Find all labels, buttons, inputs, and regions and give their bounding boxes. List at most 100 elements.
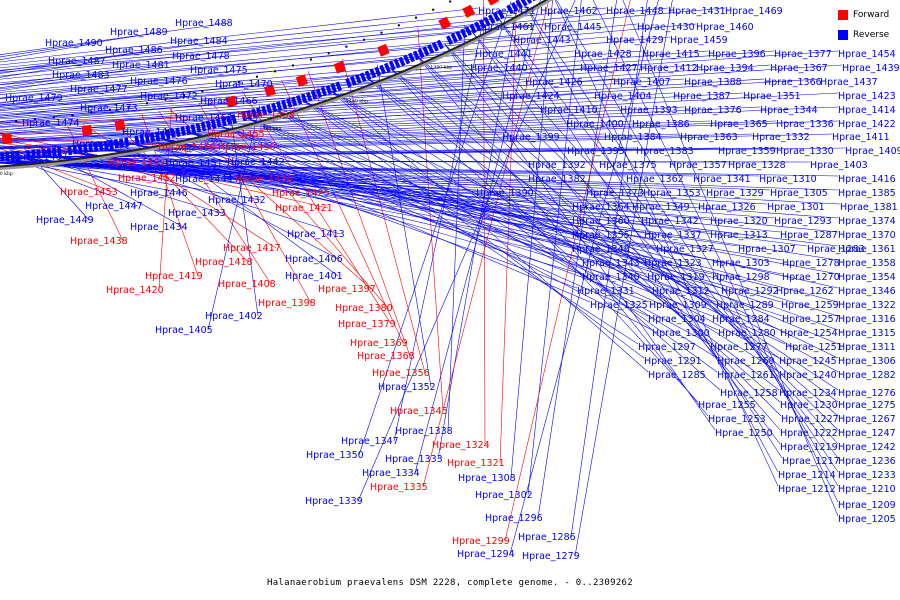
gene-label: Hprae_1449	[36, 215, 94, 226]
gene-label: Hprae_1477	[70, 84, 128, 95]
tick-dot	[380, 31, 383, 34]
reverse-gene-block	[474, 21, 482, 32]
gene-label: Hprae_1258	[720, 388, 778, 399]
reverse-gene-block	[296, 95, 303, 105]
label-connector	[0, 22, 229, 55]
label-connector	[0, 92, 744, 135]
label-connector	[0, 120, 839, 150]
gene-label: Hprae_1440	[470, 63, 528, 74]
gene-label: Hprae_1465	[72, 139, 130, 150]
label-connector	[0, 64, 471, 110]
gene-label: Hprae_1303	[712, 258, 770, 269]
reverse-gene-block	[450, 33, 458, 43]
tick-dot	[237, 80, 240, 83]
gene-label: Hprae_1234	[779, 388, 837, 399]
legend: Forward Reverse	[838, 8, 889, 48]
gene-label: Hprae_1354	[838, 272, 896, 283]
gene-label: Hprae_1487	[48, 56, 106, 67]
reverse-gene-block	[205, 120, 212, 131]
forward-gene-block	[225, 95, 238, 108]
reverse-gene-block	[417, 48, 425, 59]
gene-label: Hprae_1483	[52, 70, 110, 81]
gene-label: Hprae_1424	[502, 91, 560, 102]
reverse-gene-block	[305, 91, 313, 102]
reverse-gene-block	[455, 30, 463, 41]
label-connector	[0, 133, 605, 153]
label-connector	[471, 30, 839, 445]
scale-label: 1520 kbp	[82, 163, 104, 169]
gene-label: Hprae_1374	[838, 216, 896, 227]
label-connector	[273, 108, 639, 345]
label-connector	[366, 77, 839, 391]
label-connector	[216, 124, 783, 317]
gene-label: Hprae_1403	[810, 160, 868, 171]
reverse-gene-block	[72, 145, 78, 155]
gene-label: Hprae_1430	[637, 22, 695, 33]
gene-label: Hprae_1297	[638, 342, 696, 353]
gene-label: Hprae_1348	[572, 244, 630, 255]
gene-label: Hprae_1240	[779, 370, 837, 381]
gene-label: Hprae_1406	[285, 254, 343, 265]
gene-labels: 1640 kbp1620 kbp1600 kbp1580 kbp1560 kbp…	[0, 6, 900, 562]
gene-label: Hprae_1398	[258, 298, 316, 309]
tick-dot	[327, 52, 330, 55]
reverse-gene-block	[286, 98, 293, 108]
reverse-gene-block	[436, 39, 444, 50]
gene-label: Hprae_1284	[712, 314, 770, 325]
gene-label: Hprae_1316	[838, 314, 896, 325]
gene-label: Hprae_1293	[774, 216, 832, 227]
gene-label: Hprae_1291	[644, 356, 702, 367]
gene-label: Hprae_1397	[318, 284, 376, 295]
gene-label: Hprae_1267	[838, 414, 896, 425]
forward-gene-block	[377, 43, 390, 57]
gene-label: Hprae_1383	[636, 146, 694, 157]
label-connector	[24, 148, 90, 221]
gene-label: Hprae_1361	[838, 244, 896, 255]
gene-label: Hprae_1227	[781, 414, 839, 425]
gene-label: Hprae_1321	[447, 458, 505, 469]
label-connector	[0, 120, 567, 148]
reverse-gene-block	[369, 68, 377, 79]
label-connector	[0, 36, 514, 90]
gene-label: Hprae_1205	[838, 514, 896, 525]
reverse-gene-block	[10, 151, 15, 161]
gene-label: Hprae_1349	[632, 202, 690, 213]
label-connector	[0, 55, 226, 86]
gene-label: Hprae_1296	[485, 513, 543, 524]
forward-gene-block	[462, 4, 476, 18]
gene-label: Hprae_1334	[362, 468, 420, 479]
reverse-gene-block	[532, 0, 536, 2]
gene-label: Hprae_1452	[118, 173, 176, 184]
gene-label: Hprae_1415	[642, 49, 700, 60]
tick-dot	[108, 108, 111, 111]
label-connector	[112, 119, 249, 263]
label-connector	[99, 147, 645, 261]
label-connector	[281, 79, 404, 344]
reverse-gene-block	[359, 72, 367, 83]
label-connector	[187, 131, 782, 303]
gene-label: Hprae_1352	[378, 382, 436, 393]
gene-label: Hprae_1462	[540, 6, 598, 17]
reverse-gene-block	[103, 140, 109, 151]
gene-label: Hprae_1413	[287, 229, 345, 240]
gene-label: Hprae_1217	[782, 456, 840, 467]
reverse-gene-block	[210, 119, 217, 129]
gene-label: Hprae_1301	[767, 202, 825, 213]
gene-label: Hprae_1439	[842, 63, 900, 74]
reverse-gene-block	[464, 26, 472, 36]
reverse-gene-block	[108, 139, 114, 150]
tick-dot	[146, 102, 148, 105]
label-connector	[0, 36, 607, 93]
gene-label: Hprae_1304	[648, 314, 706, 325]
gene-label: Hprae_1393	[620, 105, 678, 116]
reverse-gene-block	[98, 141, 104, 151]
reverse-gene-block	[506, 4, 514, 15]
reverse-gene-block	[266, 104, 273, 114]
tick-dot	[219, 85, 222, 88]
gene-label: Hprae_1346	[838, 286, 896, 297]
reverse-gene-block	[5, 151, 10, 161]
backbone-shadow	[0, 0, 553, 170]
label-connector	[0, 64, 843, 120]
gene-label: Hprae_1344	[760, 105, 818, 116]
reverse-gene-block	[31, 149, 36, 159]
